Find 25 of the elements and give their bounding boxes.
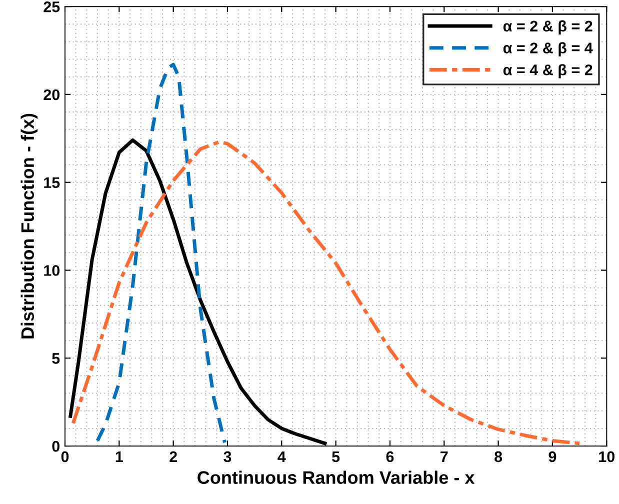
x-tick-label: 9 (548, 451, 556, 462)
line-series (68, 138, 327, 446)
x-tick-label: 1 (116, 451, 123, 462)
y-tick-label: 20 (44, 89, 60, 100)
line-series (71, 140, 582, 446)
y-tick-label: 25 (44, 1, 60, 12)
y-tick-label: 5 (52, 353, 60, 364)
y-tick-label: 10 (44, 265, 60, 276)
legend-label: α = 2 & β = 2 (503, 20, 592, 35)
y-tick-label: 15 (44, 177, 60, 188)
y-tick-label: 0 (52, 440, 60, 452)
x-tick-label: 7 (440, 451, 448, 462)
x-tick-label: 8 (494, 451, 502, 462)
y-axis-title: Distribution Function - f(x) (20, 114, 38, 338)
x-tick-label: 6 (386, 451, 394, 462)
x-tick-label: 3 (224, 451, 232, 462)
legend-label: α = 4 & β = 2 (503, 64, 592, 78)
x-tick-label: 0 (61, 451, 69, 462)
x-tick-label: 2 (170, 451, 177, 462)
x-tick-label: 4 (278, 451, 286, 462)
line-series (96, 62, 227, 444)
x-tick-label: 10 (599, 451, 614, 462)
x-axis-title: Continuous Random Variable - x (198, 470, 475, 484)
x-tick-label: 5 (332, 451, 340, 462)
legend-label: α = 2 & β = 4 (503, 42, 593, 56)
